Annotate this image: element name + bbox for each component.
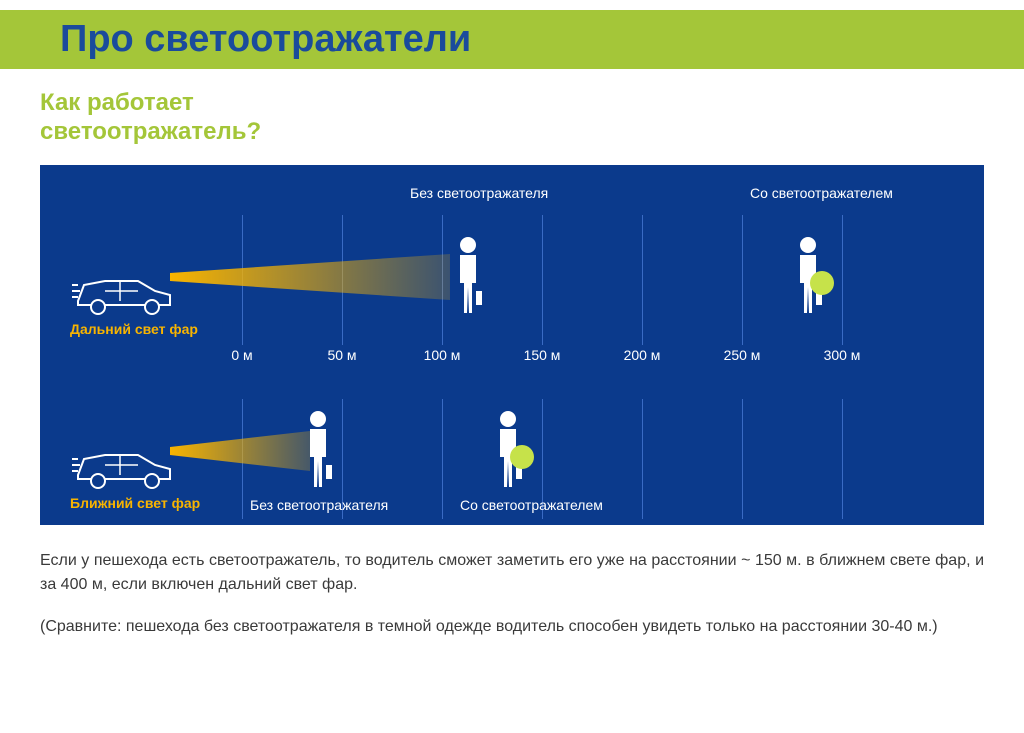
grid-high: [242, 215, 942, 345]
header-band: Про светоотражатели: [0, 10, 1024, 69]
grid-line: [842, 399, 843, 519]
subtitle-block: Как работает светоотражатель?: [0, 89, 1024, 165]
footer-text: Если у пешехода есть светоотражатель, то…: [0, 525, 1024, 639]
person-without-high: [450, 235, 486, 315]
subtitle-line2: светоотражатель?: [40, 118, 984, 147]
footer-para1: Если у пешехода есть светоотражатель, то…: [40, 549, 984, 597]
person-without-low: [300, 409, 336, 489]
subtitle-line1: Как работает: [40, 89, 984, 118]
distance-label: 150 м: [524, 347, 561, 363]
reflector-dot-high: [810, 271, 834, 295]
grid-line: [442, 399, 443, 519]
distance-labels: 0 м50 м100 м150 м200 м250 м300 м: [242, 345, 954, 369]
distance-label: 0 м: [231, 347, 252, 363]
distance-label: 50 м: [327, 347, 356, 363]
distance-label: 250 м: [724, 347, 761, 363]
row-low-beam: Без светоотражателя Со светоотражателем …: [70, 369, 954, 519]
label-with-high: Со светоотражателем: [750, 185, 893, 201]
page-title: Про светоотражатели: [60, 18, 964, 61]
label-with-low: Со светоотражателем: [460, 497, 603, 513]
car-label-low: Ближний свет фар: [70, 495, 200, 511]
grid-line: [642, 399, 643, 519]
row-high-beam: Без светоотражателя Со светоотражателем …: [70, 185, 954, 345]
grid-line: [242, 399, 243, 519]
grid-line: [842, 215, 843, 345]
car-icon: [70, 267, 175, 315]
grid-line: [442, 215, 443, 345]
label-without-low: Без светоотражателя: [250, 497, 388, 513]
grid-line: [742, 399, 743, 519]
distance-label: 100 м: [424, 347, 461, 363]
reflector-dot-low: [510, 445, 534, 469]
label-without-high: Без светоотражателя: [410, 185, 548, 201]
grid-line: [542, 215, 543, 345]
grid-line: [242, 215, 243, 345]
distance-label: 200 м: [624, 347, 661, 363]
grid-line: [342, 215, 343, 345]
car-label-high: Дальний свет фар: [70, 321, 198, 337]
grid-line: [742, 215, 743, 345]
distance-label: 300 м: [824, 347, 861, 363]
footer-para2: (Сравните: пешехода без светоотражателя …: [40, 615, 984, 639]
grid-line: [642, 215, 643, 345]
car-icon: [70, 441, 175, 489]
reflector-diagram: Без светоотражателя Со светоотражателем …: [40, 165, 984, 525]
